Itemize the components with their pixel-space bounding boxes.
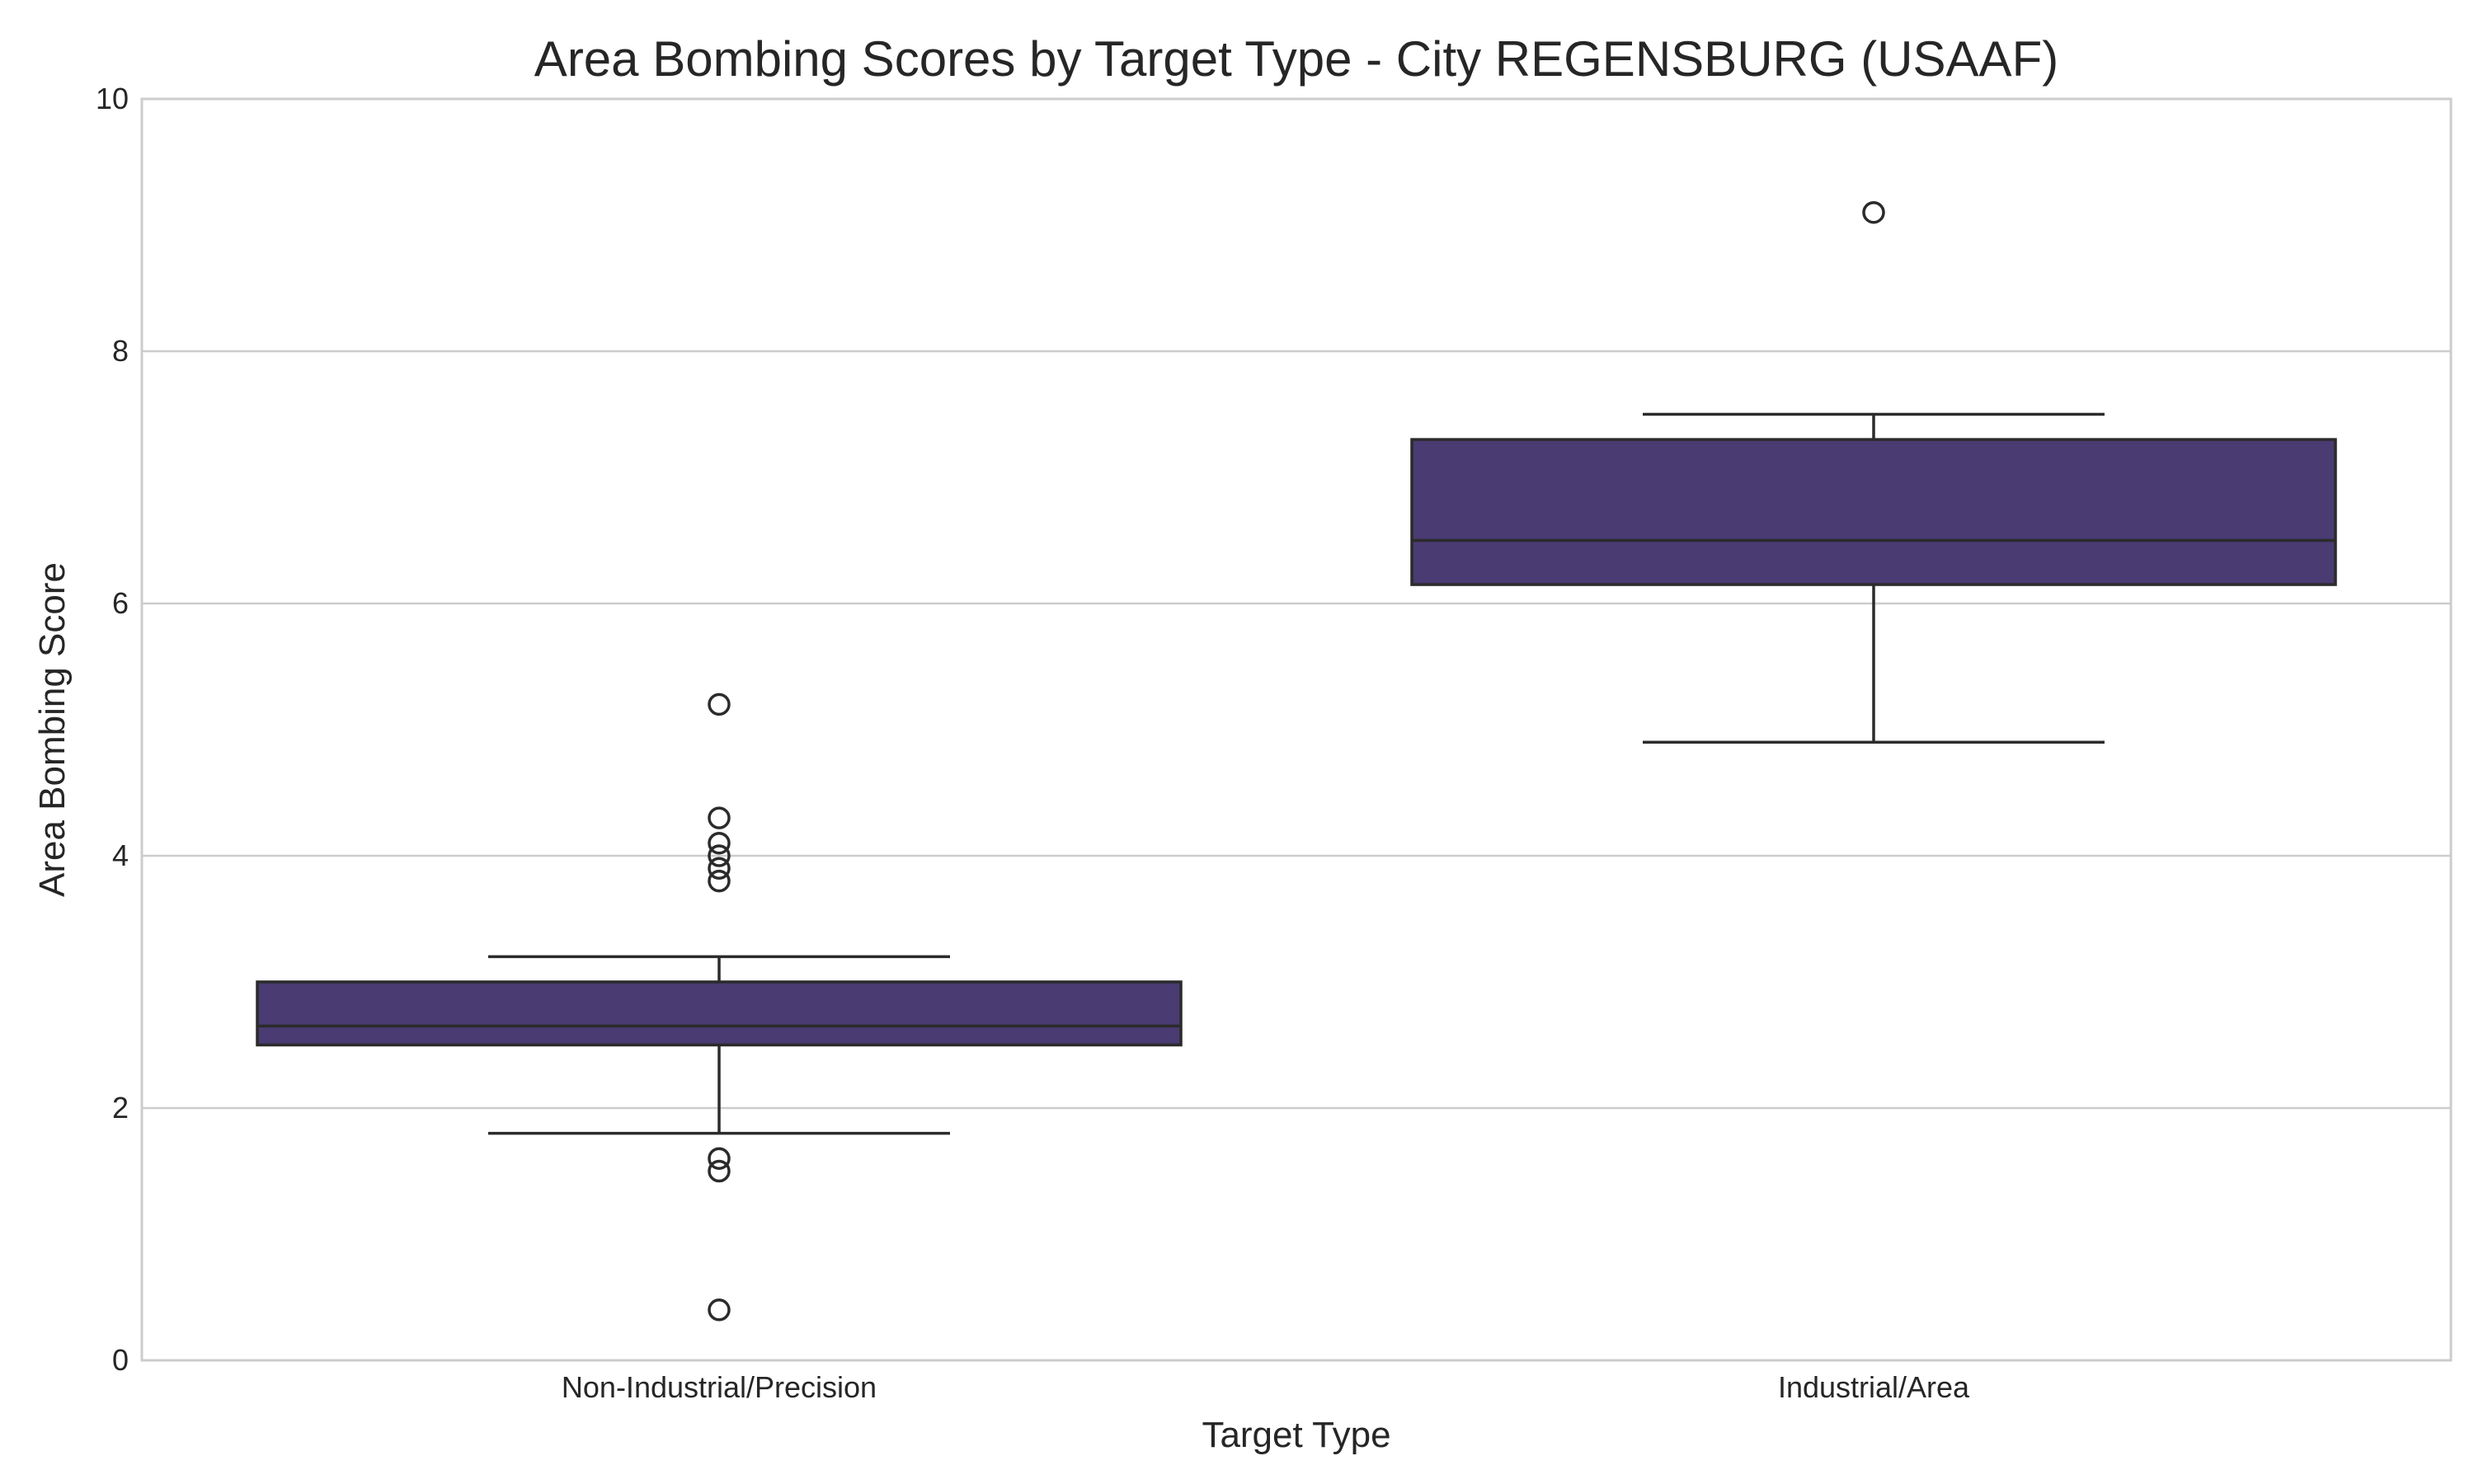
- outlier-point: [708, 1298, 731, 1322]
- box-marks: [256, 200, 2337, 1322]
- y-tick-labels: 0 2 4 6 8 10: [96, 82, 129, 1377]
- x-tick-labels: Non-Industrial/Precision Industrial/Area: [562, 1370, 1970, 1404]
- outlier-point: [708, 693, 731, 716]
- outlier-point: [708, 857, 731, 881]
- outlier-point: [708, 831, 731, 855]
- outlier-point: [708, 806, 731, 829]
- y-tick-label: 6: [112, 586, 129, 620]
- box-group: [1410, 200, 2337, 744]
- y-tick-label: 8: [112, 334, 129, 368]
- plot-frame: [140, 97, 2453, 1362]
- outlier-point: [708, 1147, 731, 1170]
- y-tick-label: 4: [112, 838, 129, 872]
- x-tick-label: Non-Industrial/Precision: [562, 1370, 877, 1404]
- y-axis-label: Area Bombing Score: [32, 562, 73, 897]
- box-iqr: [256, 980, 1183, 1047]
- outlier-point: [708, 844, 731, 867]
- box-group: [256, 693, 1183, 1322]
- x-axis-label: Target Type: [1202, 1415, 1390, 1455]
- outlier-point: [1862, 200, 1885, 224]
- outlier-point: [708, 869, 731, 893]
- x-tick-label: Industrial/Area: [1778, 1370, 1970, 1404]
- box-iqr: [1410, 438, 2337, 586]
- y-tick-label: 0: [112, 1343, 129, 1377]
- chart-title: Area Bombing Scores by Target Type - Cit…: [534, 31, 2058, 87]
- outlier-point: [708, 1159, 731, 1183]
- y-tick-label: 2: [112, 1091, 129, 1125]
- y-tick-label: 10: [96, 82, 129, 115]
